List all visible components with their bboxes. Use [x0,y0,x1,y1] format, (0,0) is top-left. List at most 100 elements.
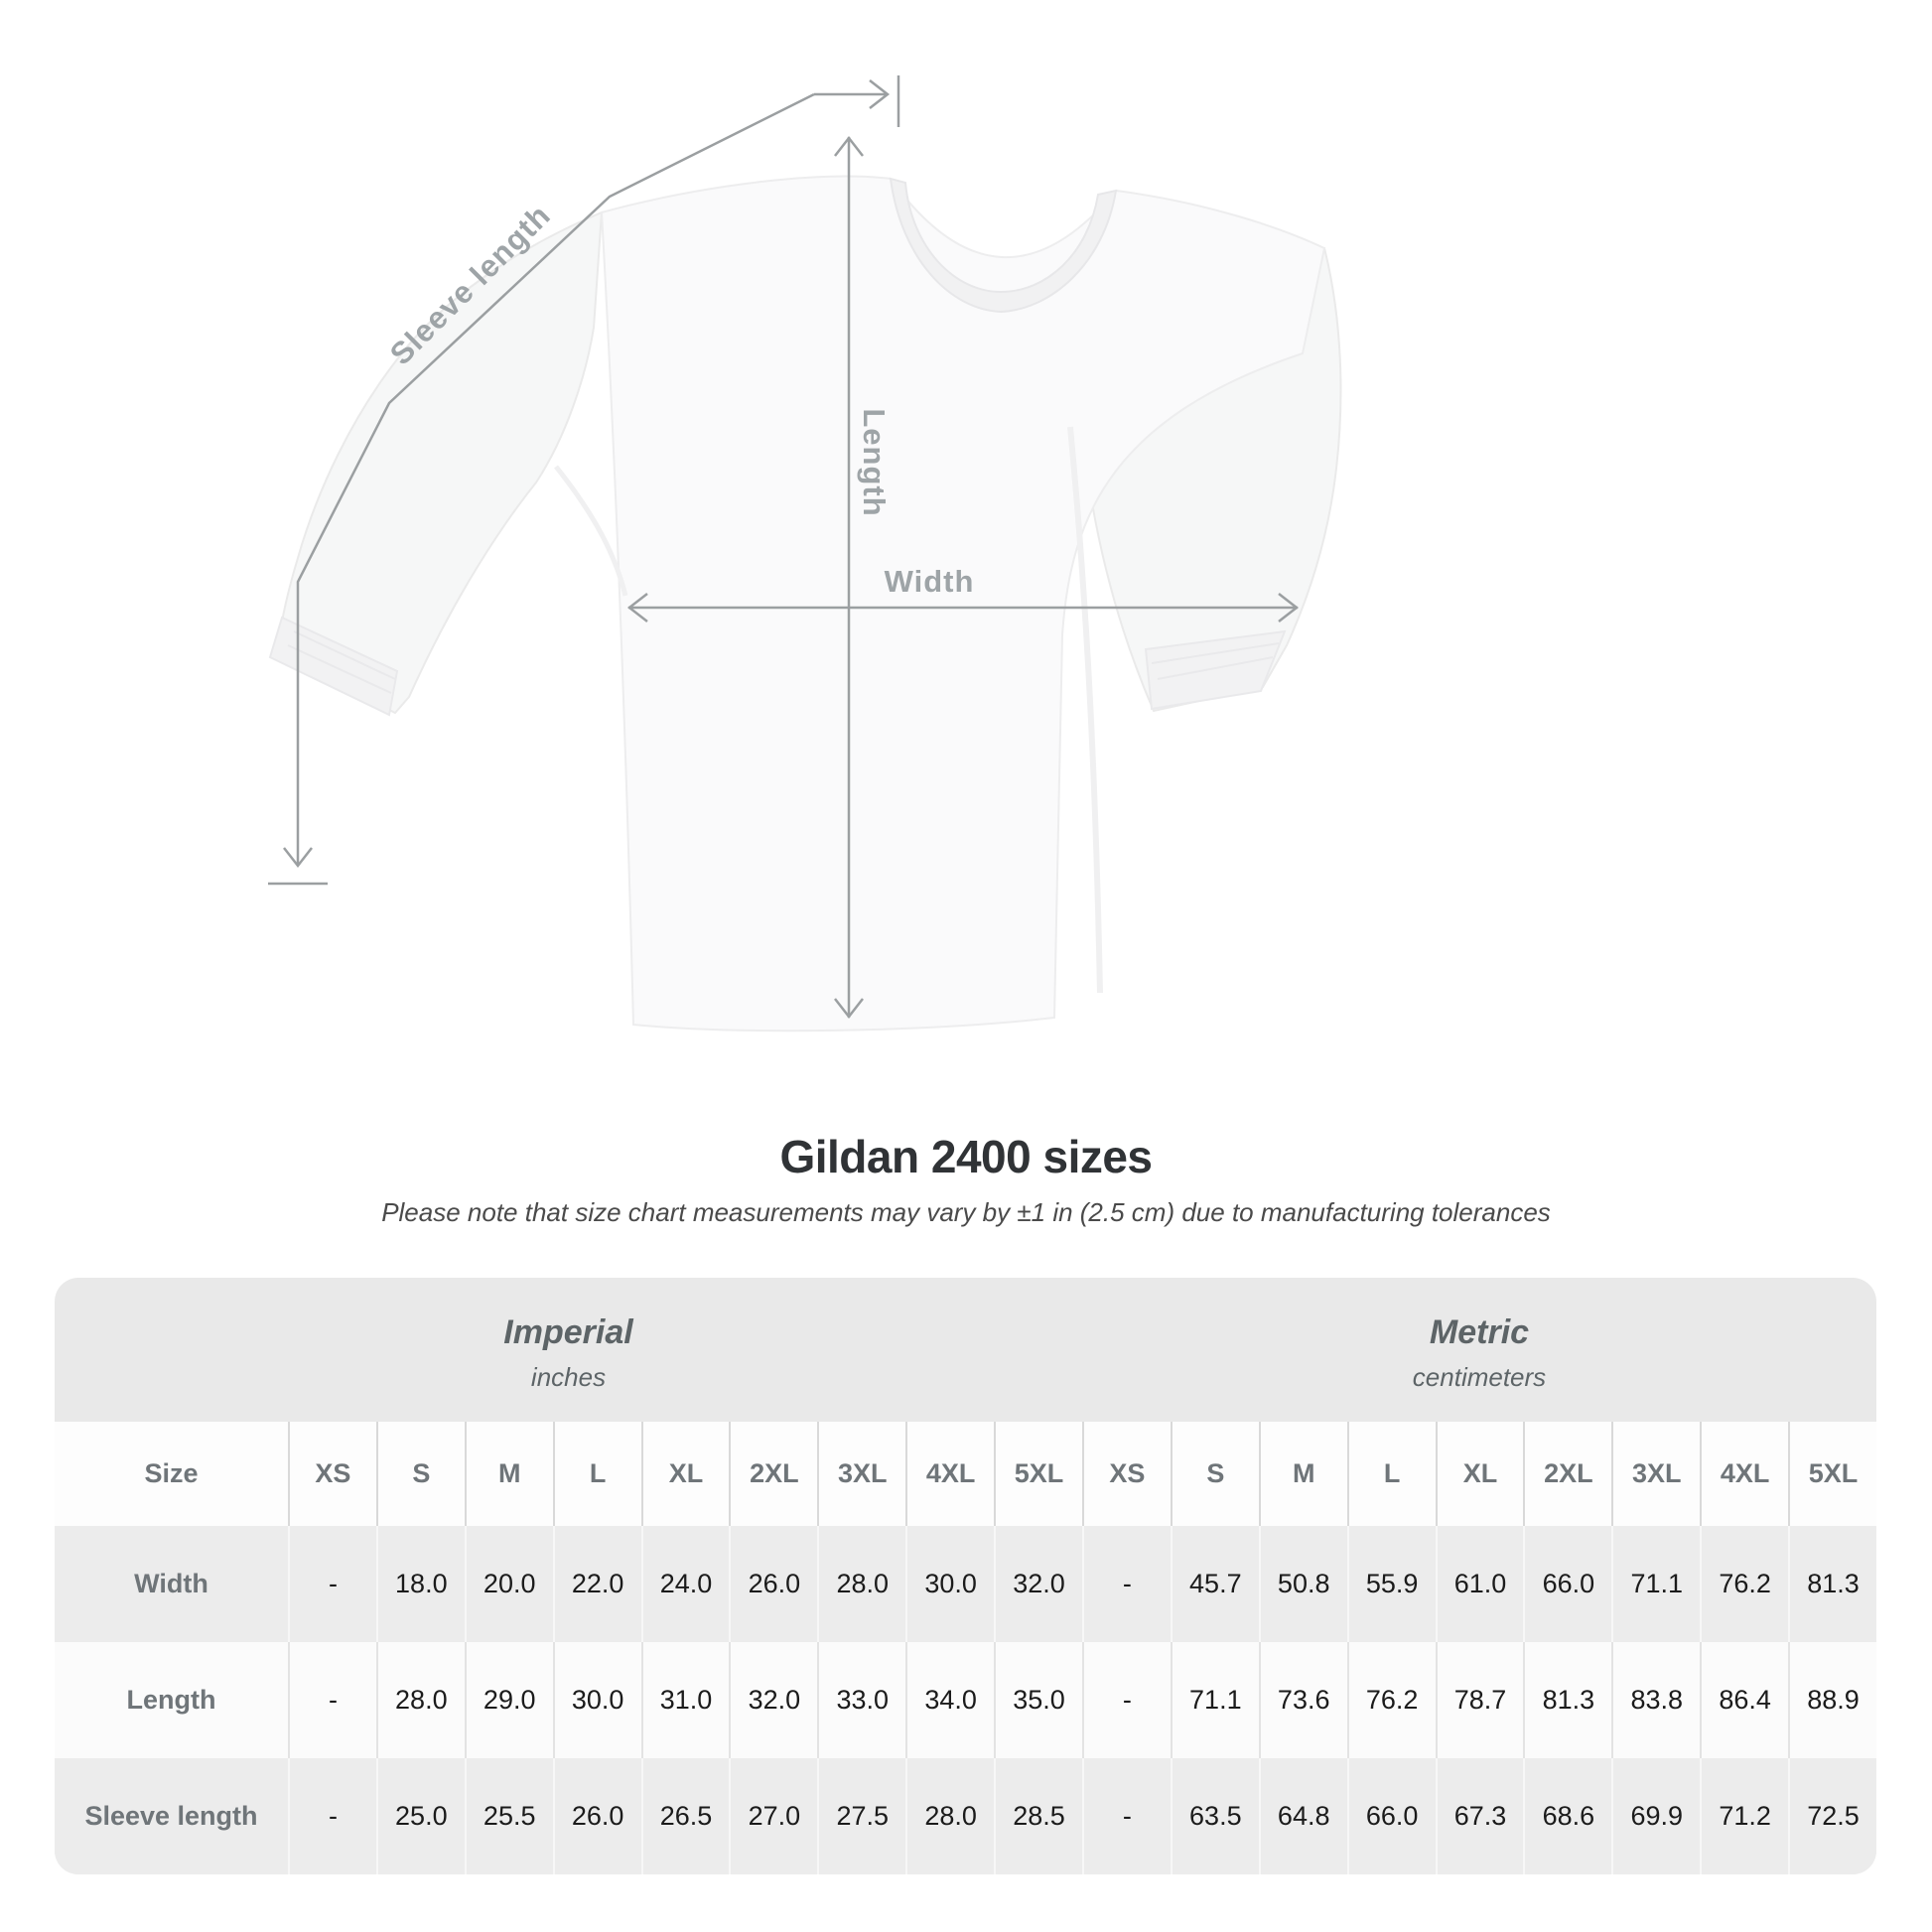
metric-unit: centimeters [1412,1361,1547,1392]
shirt-right-cuff [1144,629,1287,711]
long-sleeve-shirt-graphic [268,75,1342,1033]
imperial-value-m: 20.0 [464,1526,553,1642]
metric-value-l: 66.0 [1346,1758,1436,1874]
imperial-size-header-s: S [375,1422,465,1526]
length-arrow [834,135,864,1020]
imperial-size-header-m: M [464,1422,553,1526]
metric-value-l: 76.2 [1346,1642,1436,1758]
imperial-value-xl: 26.5 [640,1758,730,1874]
metric-value-l: 55.9 [1346,1526,1436,1642]
metric-value-3xl: 71.1 [1611,1526,1700,1642]
imperial-size-header-xs: XS [288,1422,376,1526]
imperial-value-xs: - [288,1526,376,1642]
row-label: Sleeve length [84,1801,258,1831]
imperial-unit-group: Imperial inches [55,1278,1082,1422]
imperial-value-l: 30.0 [552,1642,641,1758]
imperial-value-xs: - [288,1642,376,1758]
metric-value-5xl: 72.5 [1788,1758,1876,1874]
fabric-crease [1067,426,1103,994]
garment-diagram: Sleeve length Length Width [268,75,1342,1033]
table-row-sleeve-length: Sleeve length -25.0 25.5 26.0 26.5 27.0 27.5 28… [55,1758,1876,1874]
width-label: Width [884,564,975,599]
imperial-value-xl: 31.0 [640,1642,730,1758]
metric-value-3xl: 83.8 [1611,1642,1700,1758]
imperial-value-s: 18.0 [375,1526,465,1642]
metric-value-m: 50.8 [1258,1526,1347,1642]
imperial-value-l: 22.0 [552,1526,641,1642]
imperial-size-header-2xl: 2XL [729,1422,817,1526]
imperial-size-header-4xl: 4XL [905,1422,994,1526]
metric-value-4xl: 86.4 [1700,1642,1788,1758]
size-table: Imperial inches Metric centimeters Size X… [55,1278,1876,1874]
fabric-crease [554,465,628,597]
imperial-value-xs: - [288,1758,376,1874]
imperial-value-3xl: 27.5 [817,1758,905,1874]
metric-value-s: 71.1 [1170,1642,1259,1758]
table-row-width: Width -18.0 20.0 22.0 24.0 26.0 28.0 30.0 32.0-4… [55,1526,1876,1642]
imperial-heading: Imperial [503,1312,633,1351]
imperial-value-5xl: 35.0 [994,1642,1082,1758]
size-header-row: Size XS S M L XL 2XL 3XL 4XL 5XL XS S M L XL 2XL 3XL 4XL 5… [55,1422,1876,1526]
shirt-torso [600,175,1326,1033]
metric-value-2xl: 66.0 [1523,1526,1611,1642]
metric-size-header-l: L [1346,1422,1436,1526]
imperial-value-5xl: 28.5 [994,1758,1082,1874]
width-arrow [626,593,1300,622]
metric-size-header-m: M [1258,1422,1347,1526]
tolerance-note: Please note that size chart measurements… [381,1197,1551,1227]
metric-value-m: 64.8 [1258,1758,1347,1874]
row-label: Length [126,1685,216,1715]
imperial-size-header-l: L [552,1422,641,1526]
shirt-collar [889,177,1118,314]
metric-size-header-s: S [1170,1422,1259,1526]
imperial-value-4xl: 28.0 [905,1758,994,1874]
imperial-unit: inches [530,1361,607,1392]
imperial-value-3xl: 28.0 [817,1526,905,1642]
metric-size-header-2xl: 2XL [1523,1422,1611,1526]
shirt-left-sleeve [276,210,604,715]
metric-value-4xl: 71.2 [1700,1758,1788,1874]
size-column-header: Size [144,1458,199,1488]
metric-value-5xl: 88.9 [1788,1642,1876,1758]
metric-value-xl: 61.0 [1435,1526,1524,1642]
metric-value-xs: - [1081,1758,1171,1874]
imperial-value-s: 28.0 [375,1642,465,1758]
imperial-value-4xl: 30.0 [905,1526,994,1642]
imperial-value-2xl: 27.0 [729,1758,817,1874]
metric-value-4xl: 76.2 [1700,1526,1788,1642]
metric-size-header-xl: XL [1435,1422,1524,1526]
right-cuff-rib-lines [1151,642,1280,680]
imperial-value-xl: 24.0 [640,1526,730,1642]
metric-value-xl: 78.7 [1435,1642,1524,1758]
imperial-value-5xl: 32.0 [994,1526,1082,1642]
table-row-length: Length -28.0 29.0 30.0 31.0 32.0 33.0 34.0 35.0-… [55,1642,1876,1758]
imperial-value-2xl: 26.0 [729,1526,817,1642]
imperial-value-m: 25.5 [464,1758,553,1874]
imperial-value-l: 26.0 [552,1758,641,1874]
page-title: Gildan 2400 sizes [779,1131,1153,1182]
size-table-body: Width -18.0 20.0 22.0 24.0 26.0 28.0 30.0 32.0-4… [55,1526,1876,1874]
metric-size-header-4xl: 4XL [1700,1422,1788,1526]
imperial-value-m: 29.0 [464,1642,553,1758]
row-label: Width [134,1569,208,1598]
metric-value-5xl: 81.3 [1788,1526,1876,1642]
imperial-value-3xl: 33.0 [817,1642,905,1758]
metric-value-m: 73.6 [1258,1642,1347,1758]
length-label: Length [857,408,892,517]
unit-header-band: Imperial inches Metric centimeters [55,1278,1876,1422]
sleeve-length-arrow [268,75,900,886]
title-block: Gildan 2400 sizes Please note that size … [0,1130,1932,1228]
imperial-size-header-5xl: 5XL [994,1422,1082,1526]
imperial-size-header-xl: XL [640,1422,730,1526]
metric-value-3xl: 69.9 [1611,1758,1700,1874]
metric-heading: Metric [1429,1312,1530,1351]
metric-value-s: 63.5 [1170,1758,1259,1874]
metric-value-xs: - [1081,1526,1171,1642]
metric-value-xl: 67.3 [1435,1758,1524,1874]
metric-size-header-xs: XS [1081,1422,1171,1526]
metric-value-2xl: 81.3 [1523,1642,1611,1758]
metric-value-2xl: 68.6 [1523,1758,1611,1874]
imperial-value-4xl: 34.0 [905,1642,994,1758]
metric-size-header-5xl: 5XL [1788,1422,1876,1526]
